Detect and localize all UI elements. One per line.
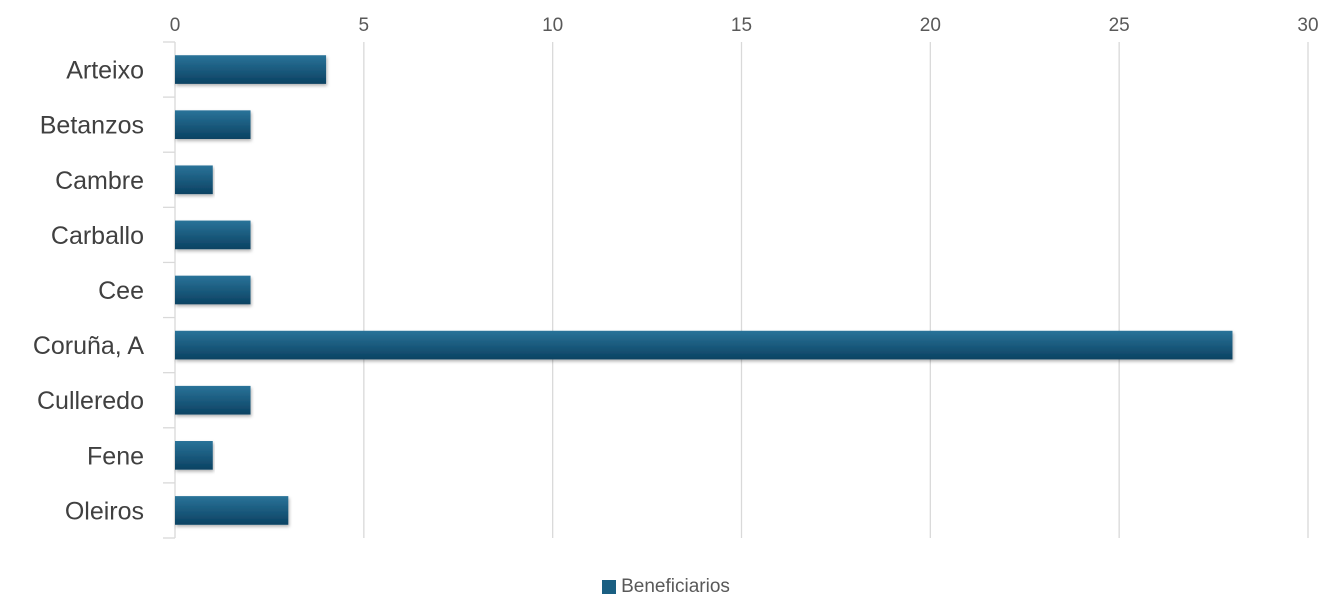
legend-label: Beneficiarios bbox=[621, 576, 730, 597]
category-labels: Arteixo Betanzos Cambre Carballo Cee Coruña, … bbox=[33, 57, 145, 526]
category-label: Culleredo bbox=[37, 387, 144, 415]
bar bbox=[175, 496, 289, 525]
x-tick-label: 30 bbox=[1297, 15, 1318, 36]
bar bbox=[175, 165, 213, 195]
category-label: Coruña, A bbox=[33, 332, 145, 360]
x-tick-label: 15 bbox=[731, 15, 752, 36]
bar-chart: 0 5 10 15 20 25 30 Arteixo Betanzos Cambre Carbal… bbox=[33, 15, 1319, 539]
value-axis-ticks: 0 5 10 15 20 25 30 bbox=[170, 15, 1319, 36]
bar bbox=[175, 385, 251, 415]
bar bbox=[175, 110, 251, 139]
x-tick-label: 0 bbox=[170, 15, 181, 36]
category-label: Betanzos bbox=[40, 112, 144, 140]
category-label: Oleiros bbox=[65, 497, 144, 525]
bar bbox=[175, 330, 1233, 360]
bar bbox=[175, 441, 213, 470]
category-label: Cee bbox=[98, 277, 144, 305]
category-label: Fene bbox=[87, 442, 144, 470]
gridlines bbox=[363, 42, 1309, 538]
x-tick-label: 25 bbox=[1109, 15, 1130, 36]
x-tick-label: 5 bbox=[359, 15, 370, 36]
bar bbox=[175, 275, 251, 305]
legend: Beneficiarios bbox=[0, 576, 1332, 598]
category-label: Arteixo bbox=[66, 57, 144, 85]
legend-swatch bbox=[602, 580, 617, 594]
bar bbox=[175, 55, 327, 84]
x-tick-label: 20 bbox=[920, 15, 941, 36]
legend-item: Beneficiarios bbox=[602, 576, 730, 598]
category-axis bbox=[163, 41, 176, 539]
x-tick-label: 10 bbox=[542, 15, 563, 36]
bar bbox=[175, 220, 251, 250]
bars bbox=[175, 55, 1233, 525]
category-label: Carballo bbox=[51, 222, 144, 250]
category-label: Cambre bbox=[55, 167, 144, 195]
